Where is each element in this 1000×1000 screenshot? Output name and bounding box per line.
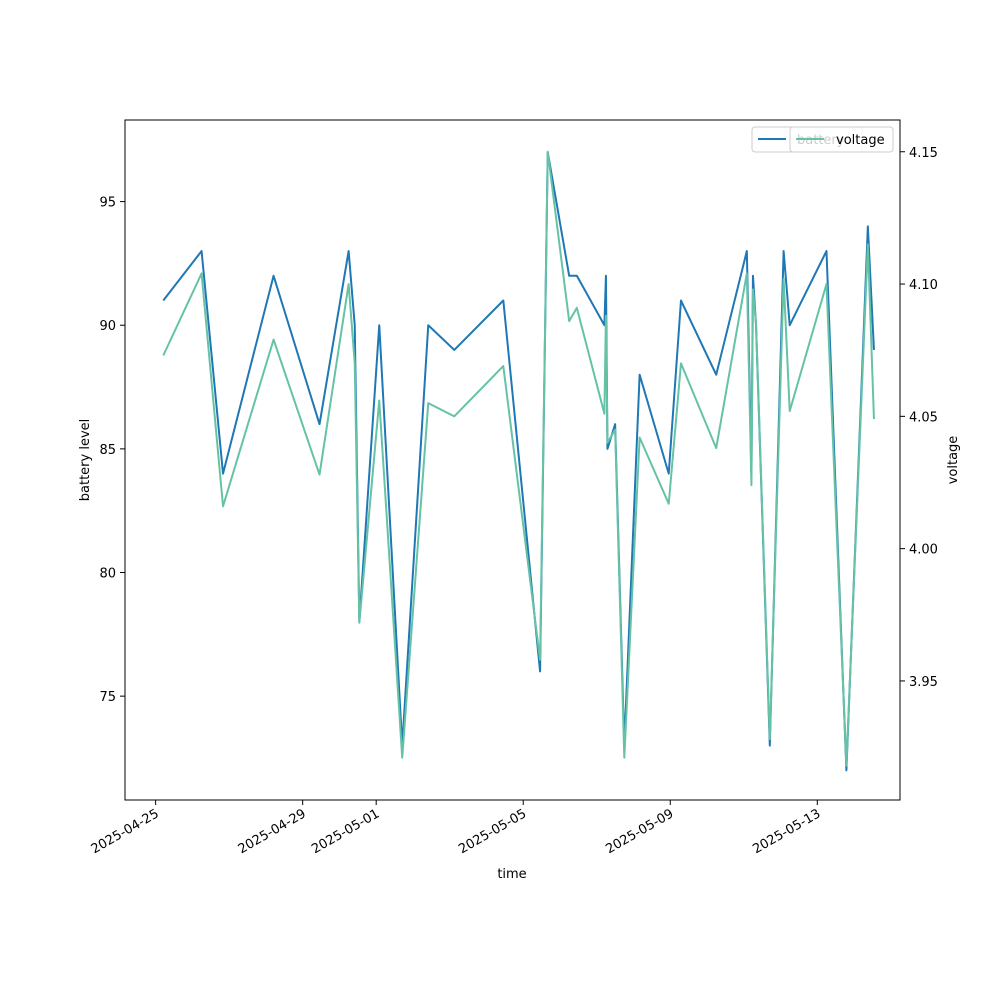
plot-frame: [124, 119, 901, 801]
y2-tick-label: 4.10: [909, 278, 938, 293]
series-line-battery: [162, 151, 875, 772]
y2-axis-label: voltage: [946, 436, 961, 485]
x-axis-label: time: [497, 867, 526, 882]
y2-tick-label: 4.05: [909, 410, 938, 425]
series-line-voltage: [162, 150, 875, 767]
y-tick-label: 95: [99, 196, 116, 211]
legend-voltage-frame: [789, 126, 894, 153]
y-tick-label: 80: [99, 567, 116, 582]
y-axis-left: 75 80 85 90 95: [99, 196, 125, 705]
legend-voltage: voltage: [789, 126, 894, 153]
y-tick-label: 85: [99, 443, 116, 458]
y-axis-right: 3.95 4.00 4.05 4.10 4.15: [900, 146, 938, 690]
y2-tick-label: 4.00: [909, 543, 938, 558]
y2-tick-label: 3.95: [909, 675, 938, 690]
plot-layer: [162, 150, 875, 772]
y-tick-label: 90: [99, 319, 116, 334]
y-tick-label: 75: [99, 690, 116, 705]
y2-tick-label: 4.15: [909, 146, 938, 161]
y-axis-label: battery level: [78, 419, 93, 502]
legend-voltage-label: voltage: [836, 133, 885, 148]
